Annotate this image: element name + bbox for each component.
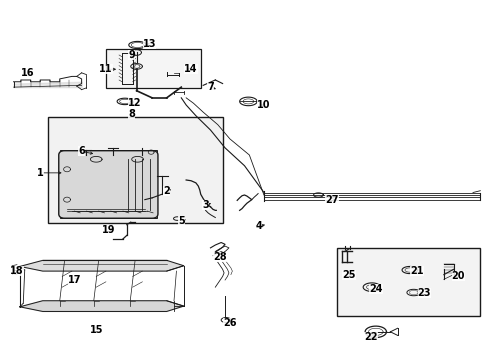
Text: 1: 1 [37,168,43,178]
Text: 15: 15 [89,325,103,335]
Text: 4: 4 [255,221,262,231]
Text: 25: 25 [342,270,355,280]
Bar [336,248,479,316]
Text: 14: 14 [184,64,197,74]
Text: 18: 18 [10,266,24,276]
Text: 27: 27 [325,195,338,204]
Text: 17: 17 [67,275,81,285]
Text: 23: 23 [417,288,430,297]
Text: 16: 16 [21,68,35,78]
Text: 20: 20 [451,271,464,282]
Text: 26: 26 [223,318,236,328]
Text: 2: 2 [163,186,170,196]
Text: 6: 6 [78,147,85,157]
Text: 13: 13 [142,39,156,49]
Text: 9: 9 [128,50,135,60]
Text: 8: 8 [128,109,135,119]
Bar [47,117,222,223]
Text: 19: 19 [102,225,115,235]
Text: 11: 11 [99,64,112,74]
Text: 28: 28 [213,252,226,262]
Text: 3: 3 [202,200,208,210]
FancyBboxPatch shape [59,151,158,218]
Text: 7: 7 [206,82,213,92]
Text: 10: 10 [257,100,270,110]
Text: 12: 12 [128,98,142,108]
Text: 24: 24 [368,284,382,294]
Bar [60,150,157,217]
Text: 21: 21 [409,266,423,276]
Polygon shape [20,301,183,311]
Bar [106,49,201,88]
Text: 5: 5 [178,216,184,226]
Text: 22: 22 [364,332,377,342]
Polygon shape [20,260,183,271]
